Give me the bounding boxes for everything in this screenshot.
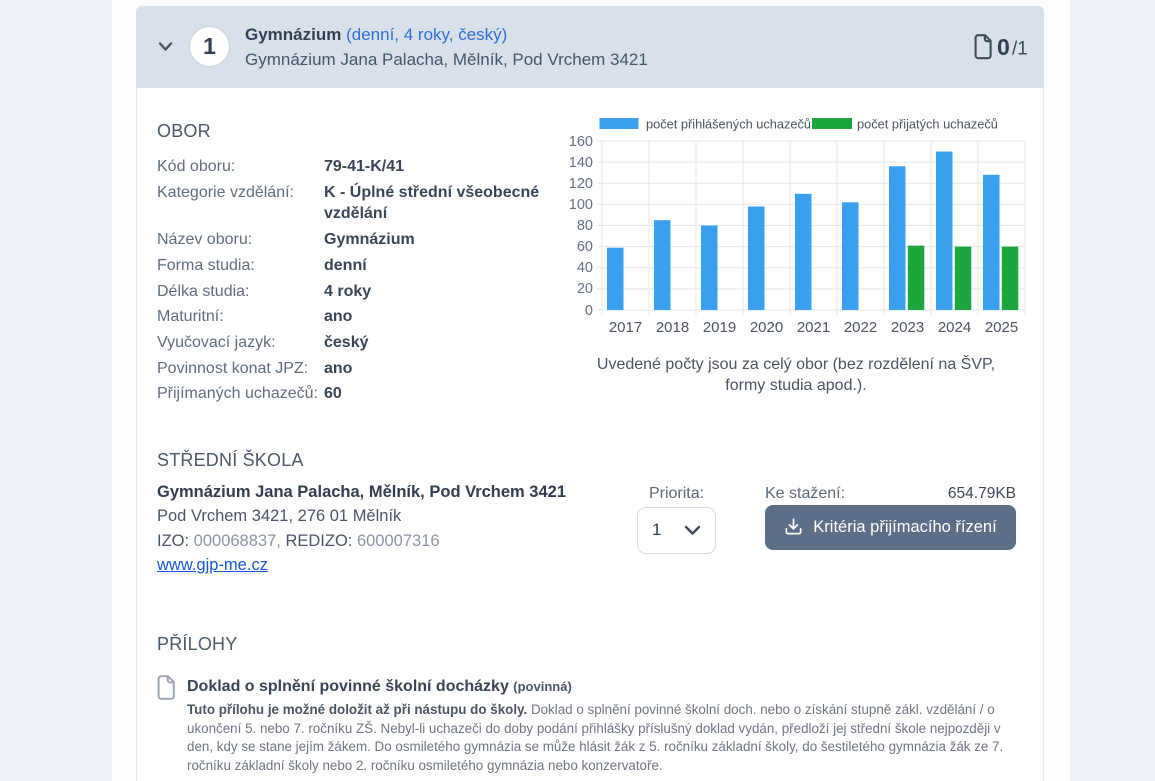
svg-text:140: 140 [570, 155, 593, 171]
svg-text:0: 0 [997, 34, 1010, 60]
svg-text:20: 20 [577, 281, 593, 297]
svg-text:80: 80 [577, 218, 593, 234]
svg-text:100: 100 [570, 197, 593, 213]
svg-text:2022: 2022 [844, 319, 877, 336]
svg-text:/1: /1 [1012, 39, 1028, 60]
svg-text:2021: 2021 [797, 319, 830, 336]
svg-text:2024: 2024 [938, 319, 971, 336]
svg-text:160: 160 [570, 134, 593, 150]
svg-text:120: 120 [570, 176, 593, 192]
svg-text:2017: 2017 [609, 319, 642, 336]
svg-text:0: 0 [585, 303, 593, 319]
svg-text:2023: 2023 [891, 319, 924, 336]
svg-text:2020: 2020 [750, 319, 783, 336]
svg-text:40: 40 [577, 260, 593, 276]
svg-text:počet přihlášených uchazečů: počet přihlášených uchazečů [646, 117, 811, 132]
svg-text:2019: 2019 [703, 319, 736, 336]
svg-text:2018: 2018 [656, 319, 689, 336]
svg-text:60: 60 [577, 239, 593, 255]
svg-text:2025: 2025 [985, 319, 1018, 336]
svg-text:počet přijatých uchazečů: počet přijatých uchazečů [857, 117, 998, 132]
